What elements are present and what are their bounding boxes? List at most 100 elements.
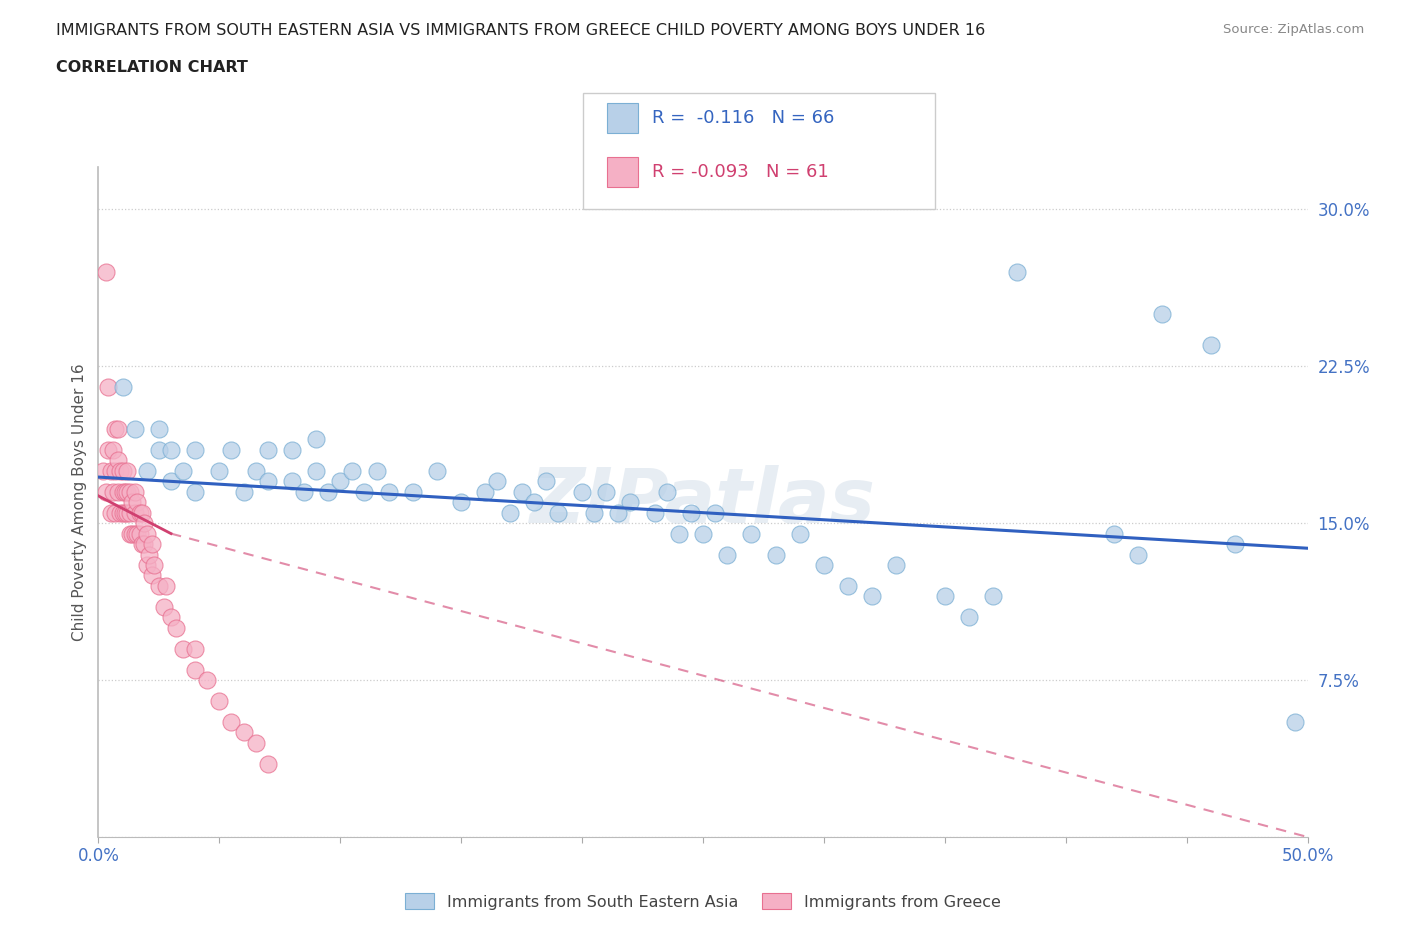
Point — [256, 474, 278, 489]
Point — [134, 516, 156, 531]
Point — [141, 537, 163, 551]
Point — [305, 432, 328, 447]
Point — [107, 421, 129, 436]
Point — [114, 505, 136, 520]
Point — [366, 463, 388, 478]
Point — [208, 694, 231, 709]
Point — [607, 505, 630, 520]
Point — [195, 672, 218, 687]
Point — [111, 505, 134, 520]
Point — [583, 505, 606, 520]
Point — [402, 485, 425, 499]
Point — [934, 589, 956, 604]
Point — [547, 505, 569, 520]
Point — [138, 547, 160, 562]
Point — [281, 474, 304, 489]
Point — [111, 485, 134, 499]
Point — [117, 463, 139, 478]
Point — [450, 495, 472, 510]
Point — [256, 756, 278, 771]
Point — [127, 495, 149, 510]
Point — [1284, 714, 1306, 729]
Point — [100, 463, 122, 478]
Point — [121, 495, 143, 510]
Point — [128, 505, 150, 520]
Point — [117, 505, 139, 520]
Point — [152, 600, 174, 615]
Point — [121, 526, 143, 541]
Point — [716, 547, 738, 562]
Legend: Immigrants from South Eastern Asia, Immigrants from Greece: Immigrants from South Eastern Asia, Immi… — [399, 886, 1007, 916]
Point — [107, 453, 129, 468]
Point — [1128, 547, 1150, 562]
Point — [704, 505, 727, 520]
Text: Source: ZipAtlas.com: Source: ZipAtlas.com — [1223, 23, 1364, 36]
Point — [305, 463, 328, 478]
Point — [740, 526, 762, 541]
Point — [679, 505, 702, 520]
Point — [97, 379, 120, 394]
Point — [111, 463, 134, 478]
Point — [101, 485, 124, 499]
Point — [94, 265, 117, 280]
Point — [135, 526, 157, 541]
Text: CORRELATION CHART: CORRELATION CHART — [56, 60, 247, 75]
Point — [118, 505, 141, 520]
Point — [534, 474, 557, 489]
Point — [104, 463, 127, 478]
Point — [134, 537, 156, 551]
Point — [523, 495, 546, 510]
Point — [860, 589, 883, 604]
Point — [655, 485, 678, 499]
Point — [1199, 338, 1222, 352]
Point — [184, 443, 207, 458]
Point — [644, 505, 666, 520]
Text: ZIPatlas: ZIPatlas — [530, 465, 876, 539]
Point — [886, 558, 908, 573]
Point — [221, 443, 243, 458]
Point — [837, 578, 859, 593]
Point — [377, 485, 399, 499]
Point — [571, 485, 593, 499]
Point — [765, 547, 787, 562]
Point — [160, 443, 183, 458]
Point — [245, 463, 267, 478]
Point — [789, 526, 811, 541]
Point — [100, 505, 122, 520]
Point — [124, 526, 146, 541]
Point — [1223, 537, 1246, 551]
Point — [342, 463, 364, 478]
Point — [1007, 265, 1029, 280]
Point — [124, 421, 146, 436]
Point — [124, 485, 146, 499]
Point — [148, 421, 170, 436]
Point — [108, 463, 131, 478]
Point — [221, 714, 243, 729]
Point — [91, 463, 114, 478]
Text: R =  -0.116   N = 66: R = -0.116 N = 66 — [652, 109, 835, 127]
Point — [108, 505, 131, 520]
Point — [184, 662, 207, 677]
Point — [155, 578, 177, 593]
Point — [245, 736, 267, 751]
Point — [668, 526, 690, 541]
Point — [486, 474, 509, 489]
Point — [498, 505, 520, 520]
Point — [127, 526, 149, 541]
Point — [148, 578, 170, 593]
Point — [97, 443, 120, 458]
Point — [172, 642, 194, 657]
Point — [316, 485, 339, 499]
Point — [135, 463, 157, 478]
Point — [94, 485, 117, 499]
Point — [111, 379, 134, 394]
Text: R = -0.093   N = 61: R = -0.093 N = 61 — [652, 163, 830, 181]
Point — [141, 568, 163, 583]
Point — [619, 495, 641, 510]
Point — [124, 505, 146, 520]
Point — [101, 443, 124, 458]
Point — [165, 620, 187, 635]
Point — [131, 505, 153, 520]
Point — [1102, 526, 1125, 541]
Point — [232, 485, 254, 499]
